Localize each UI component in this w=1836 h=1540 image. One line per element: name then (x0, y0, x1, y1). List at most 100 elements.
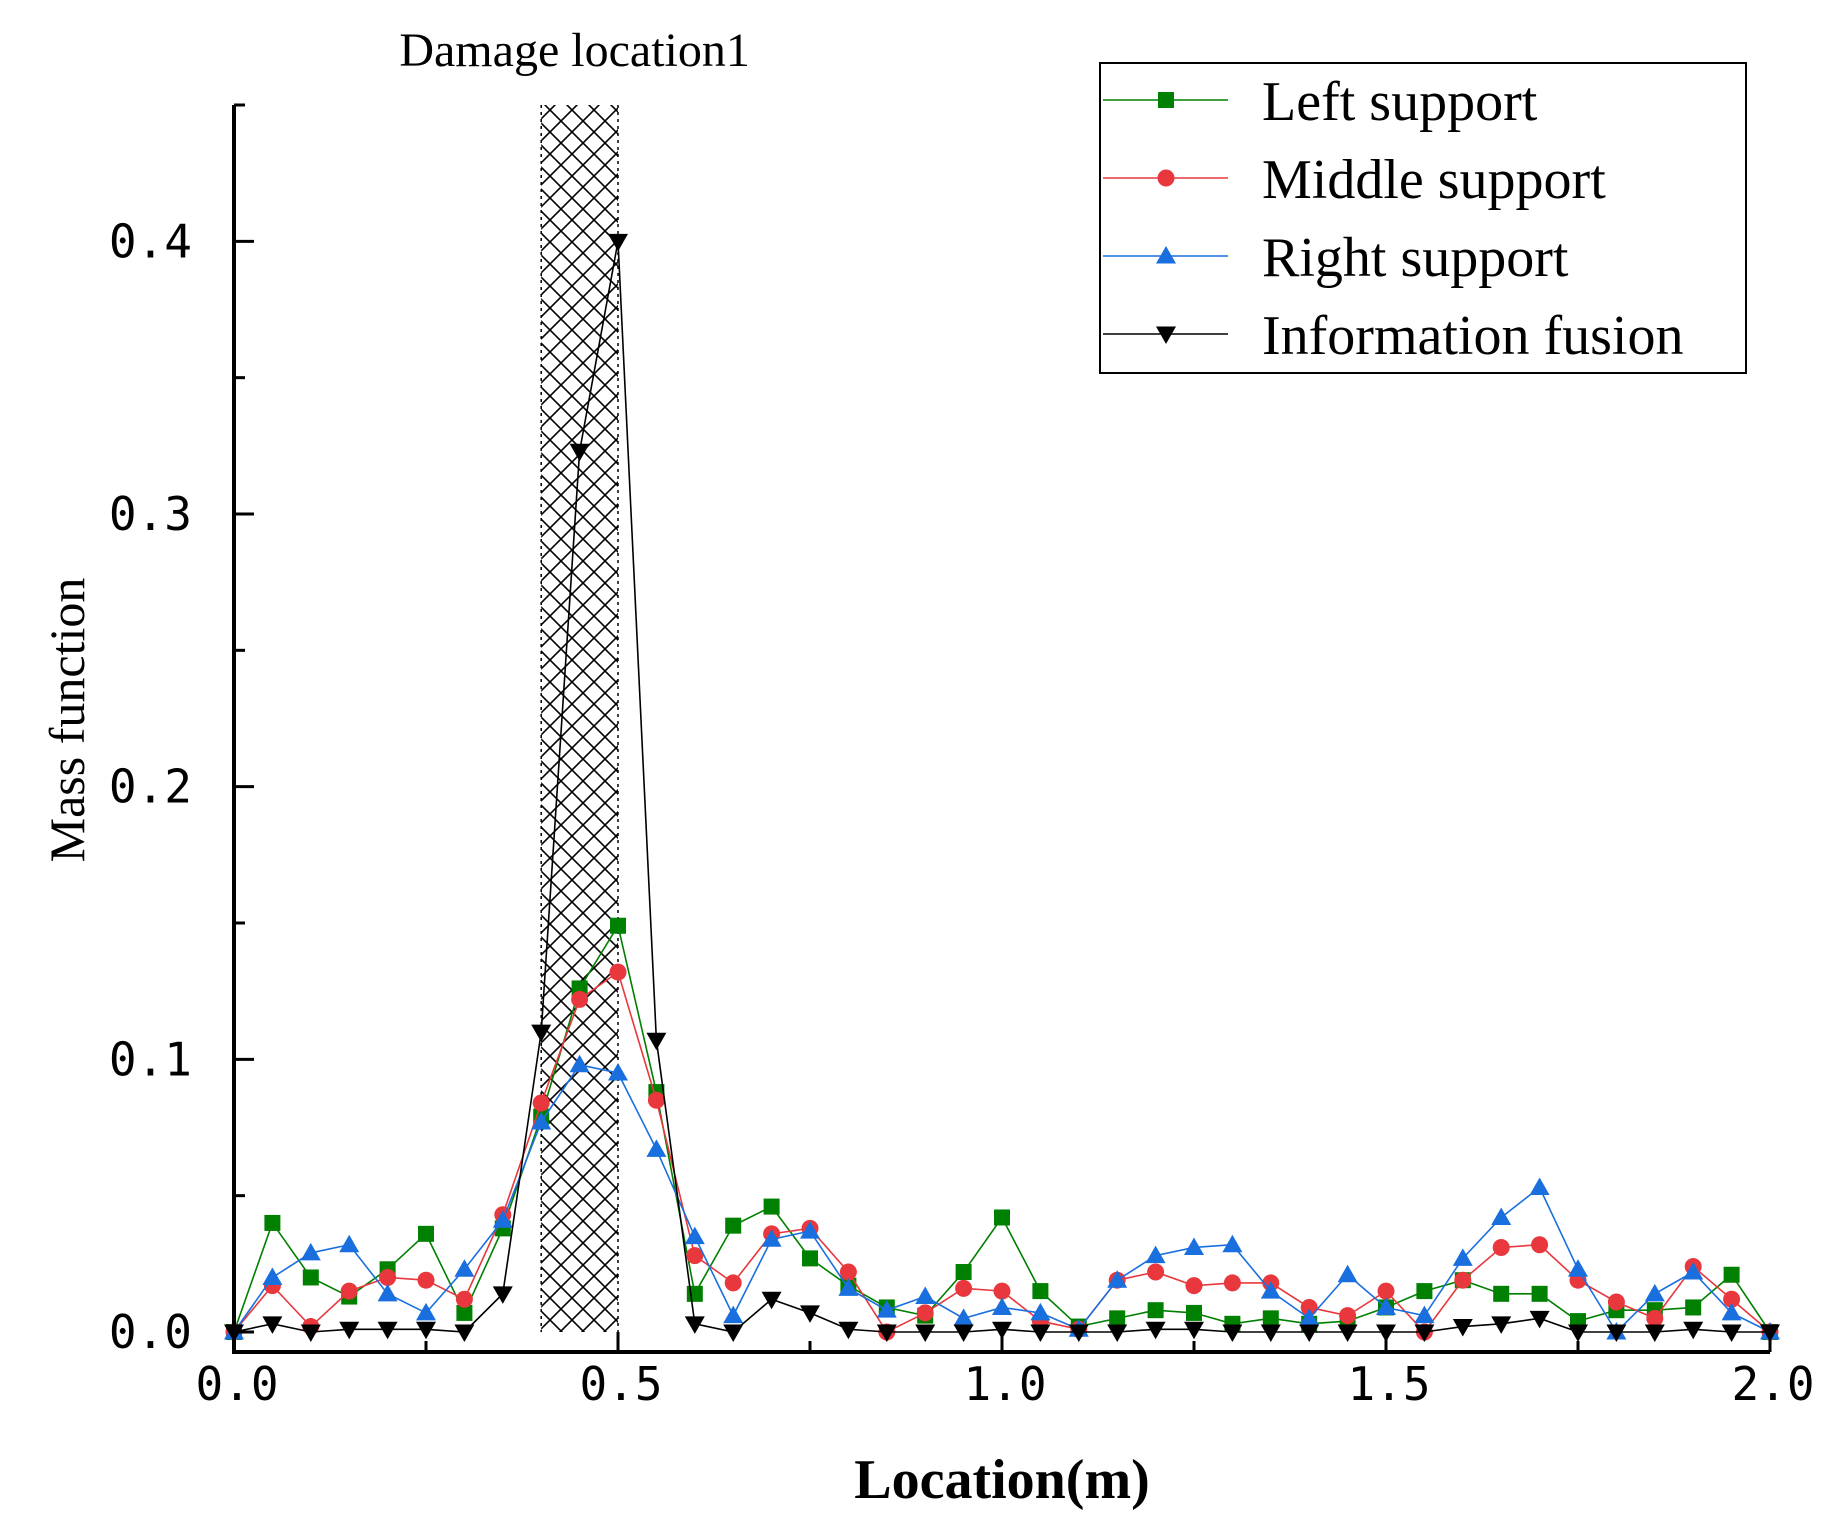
point-right-support (953, 1308, 974, 1326)
point-information-fusion (1184, 1321, 1204, 1340)
point-left-support (1147, 1302, 1164, 1319)
point-information-fusion (800, 1305, 820, 1323)
point-right-support (454, 1259, 475, 1277)
point-left-support (302, 1269, 319, 1286)
point-information-fusion (454, 1324, 475, 1342)
point-middle-support (1185, 1277, 1203, 1295)
y-tick-label: 0.0 (109, 1305, 192, 1359)
point-middle-support (993, 1282, 1011, 1300)
y-axis-title: Mass function (39, 578, 95, 863)
point-right-support (1683, 1262, 1704, 1280)
point-right-support (1452, 1248, 1473, 1266)
point-left-support (1262, 1310, 1279, 1327)
point-information-fusion (992, 1321, 1012, 1340)
y-axis-ticks: 0.0 0.1 0.2 0.3 0.4 (109, 103, 254, 1359)
legend-marker-left-support (1158, 92, 1174, 108)
point-right-support (339, 1234, 360, 1253)
point-right-support (992, 1297, 1012, 1315)
legend-marker-right-support (1156, 246, 1176, 264)
point-right-support (1145, 1245, 1166, 1264)
point-information-fusion (1529, 1310, 1550, 1329)
point-right-support (684, 1226, 705, 1245)
point-left-support (1186, 1304, 1202, 1321)
point-middle-support (379, 1268, 397, 1286)
legend-label-middle-support: Middle support (1262, 149, 1606, 211)
point-left-support (1723, 1266, 1740, 1283)
x-axis-title: Location(m) (854, 1449, 1150, 1511)
point-middle-support (1454, 1271, 1472, 1289)
point-middle-support (1723, 1290, 1741, 1308)
legend: Left support Middle support Right support I… (1099, 62, 1747, 374)
point-right-support (1260, 1281, 1281, 1299)
point-middle-support (571, 990, 589, 1008)
point-left-support (725, 1217, 742, 1234)
damage-region (540, 105, 619, 1332)
point-right-support (1030, 1302, 1051, 1321)
legend-marker-information-fusion (1156, 326, 1176, 344)
point-middle-support (1646, 1309, 1664, 1327)
point-middle-support (1300, 1298, 1318, 1316)
point-middle-support (1377, 1282, 1395, 1300)
series-layer (224, 233, 1780, 1342)
point-information-fusion (1299, 1324, 1320, 1342)
y-tick-label: 0.4 (109, 214, 192, 268)
point-right-support (1337, 1264, 1358, 1283)
point-middle-support (955, 1279, 973, 1297)
point-left-support (763, 1198, 780, 1215)
point-right-support (1568, 1259, 1588, 1277)
point-middle-support (686, 1247, 704, 1265)
point-middle-support (1531, 1236, 1549, 1254)
x-tick-label: 1.5 (1347, 1357, 1430, 1411)
series-information-fusion (224, 233, 1780, 1342)
point-information-fusion (1452, 1319, 1473, 1337)
point-information-fusion (1606, 1324, 1627, 1342)
point-right-support (1414, 1305, 1435, 1324)
point-information-fusion (1644, 1324, 1665, 1342)
point-information-fusion (646, 1032, 667, 1051)
point-left-support (1416, 1283, 1433, 1300)
x-tick-label: 0.0 (195, 1357, 278, 1411)
x-tick-label: 2.0 (1731, 1357, 1814, 1411)
point-right-support (800, 1221, 820, 1239)
point-middle-support (839, 1263, 857, 1281)
damage-region-hatch (541, 105, 618, 1332)
point-information-fusion (531, 1024, 552, 1043)
point-right-support (838, 1278, 859, 1296)
point-information-fusion (876, 1324, 897, 1342)
x-tick-label: 1.0 (963, 1357, 1046, 1411)
point-information-fusion (377, 1321, 398, 1340)
point-information-fusion (761, 1291, 782, 1310)
point-left-support (802, 1250, 818, 1267)
point-information-fusion (1030, 1324, 1051, 1342)
point-left-support (1493, 1285, 1510, 1302)
point-right-support (1644, 1283, 1665, 1302)
point-middle-support (1223, 1274, 1241, 1292)
point-right-support (1107, 1270, 1128, 1288)
point-left-support (955, 1264, 972, 1281)
y-tick-label: 0.2 (109, 760, 192, 814)
point-right-support (761, 1229, 782, 1247)
point-left-support (1531, 1285, 1548, 1302)
point-left-support (418, 1225, 434, 1242)
point-right-support (723, 1305, 744, 1324)
series-middle-support (225, 963, 1779, 1341)
legend-box (1099, 62, 1747, 374)
point-right-support (608, 1062, 628, 1081)
point-information-fusion (416, 1321, 436, 1340)
point-left-support (1109, 1310, 1126, 1327)
point-left-support (456, 1304, 473, 1321)
point-right-support (262, 1267, 283, 1285)
y-tick-label: 0.1 (109, 1032, 192, 1086)
point-left-support (1032, 1283, 1049, 1300)
point-middle-support (724, 1274, 742, 1292)
point-right-support (531, 1112, 552, 1130)
legend-label-left-support: Left support (1262, 71, 1538, 133)
point-information-fusion (1414, 1324, 1435, 1342)
point-right-support (1299, 1308, 1320, 1326)
point-right-support (876, 1300, 897, 1318)
point-right-support (300, 1242, 321, 1261)
point-information-fusion (569, 443, 590, 462)
point-left-support (994, 1209, 1010, 1226)
point-information-fusion (838, 1321, 859, 1340)
